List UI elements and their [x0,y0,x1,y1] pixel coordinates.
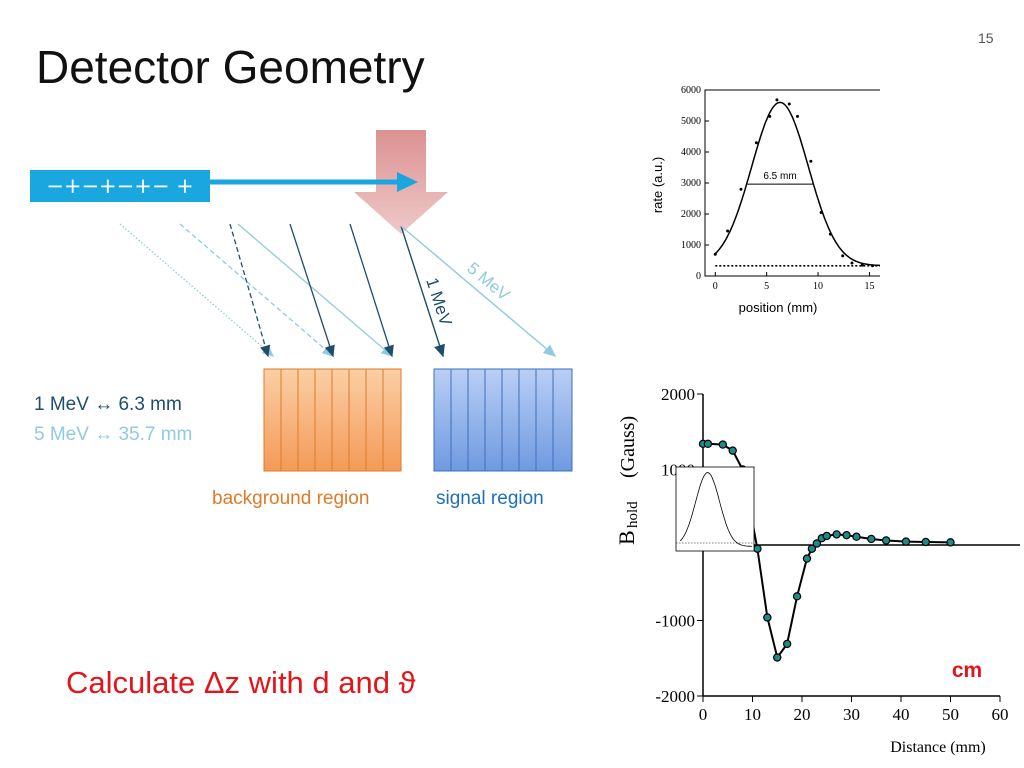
detector-diagram: 1 MeV 5 MeV [119,130,573,472]
chart2-xlabel: Distance (mm) [890,739,986,756]
data-point [782,639,792,649]
y-tick-label: 4000 [681,147,701,158]
track-label-5mev: 5 MeV [463,259,513,306]
data-point [775,98,779,102]
track-dashed-1 [179,223,334,357]
track-label-1mev: 1 MeV [422,275,455,328]
track-5mev-signal [400,225,557,357]
chart2-ylabel-sub: hold [625,501,641,528]
chart2-ylabel-main: B [614,530,639,545]
data-point [753,544,762,553]
track-dashed-2 [229,223,271,358]
data-point [703,439,713,449]
x-tick-label: 60 [992,705,1009,724]
track-dotted-1 [119,223,274,357]
data-point [822,531,831,541]
data-point [739,187,743,191]
legend-5mev: 5 MeV ↔ 35.7 mm [34,424,193,445]
data-point [832,530,841,539]
data-point [802,554,812,563]
data-point [754,141,758,145]
y-tick-label: 5000 [681,116,701,127]
background-region-label: background region [212,488,370,509]
data-point [871,264,875,268]
x-tick-label: 0 [699,705,708,724]
track-1mev-signal [400,225,445,358]
track-1mev-b [349,223,394,358]
background-region [263,368,402,472]
signal-region [433,368,573,472]
data-point [901,537,911,546]
data-point [828,232,832,236]
data-point [796,114,799,118]
legend-1mev: 1 MeV ↔ 6.3 mm [34,394,182,415]
data-point [842,530,851,540]
beam-charge-label: −+−+−+− + [30,170,210,202]
slide-title: Detector Geometry [36,41,425,93]
data-point [807,544,817,553]
gaussian-fit-curve [714,101,880,267]
fwhm-label: 6.5 mm [763,171,796,182]
x-tick-label: 20 [794,705,811,724]
y-tick-label: 3000 [681,178,701,189]
data-point [768,114,772,118]
y-tick-label: -1000 [655,612,695,631]
inset-rate-thumbnail [675,466,755,552]
data-point [792,592,802,601]
data-point [718,440,728,449]
x-tick-label: 15 [864,281,874,292]
x-tick-label: 10 [813,281,823,292]
track-1mev-a [289,223,335,358]
beam-arrowhead [397,172,418,192]
data-point [787,102,791,106]
x-tick-label: 50 [942,705,959,724]
data-point [763,613,772,622]
x-tick-label: 5 [764,281,769,292]
y-tick-label: 2000 [681,209,701,220]
y-tick-label: 2000 [661,385,695,404]
chart1-xlabel: position (mm) [739,300,818,315]
data-point [881,536,891,545]
y-tick-label: 1000 [681,240,701,251]
y-tick-label: 0 [696,271,701,282]
data-point [841,254,845,258]
chart2-annotation: cm [952,659,982,682]
calculation-note: Calculate Δz with d and ϑ [66,665,416,700]
x-tick-label: 30 [843,705,860,724]
signal-region-label: signal region [436,488,544,509]
data-point [773,653,782,662]
data-point [946,538,955,547]
x-tick-label: 10 [744,705,761,724]
data-point [812,539,822,548]
data-point [726,229,730,233]
data-point [809,159,813,163]
data-point [921,537,930,547]
chart2-ylabel-unit: (Gauss) [617,416,639,478]
data-point [819,210,823,214]
rate-profile-chart: 0 5 10 15 0 1000 2000 3000 4000 5000 6000 6.5 mm p… [650,85,880,315]
page-number: 15 [978,30,994,46]
data-point [728,446,737,455]
track-5mev-a [237,223,393,357]
data-point [713,252,717,256]
data-point [860,263,864,267]
x-tick-label: 0 [713,281,718,292]
y-tick-label: -2000 [655,687,695,706]
bhold-field-chart: 0102030405060200010000-1000-2000 B hold … [614,385,1020,756]
data-point [850,261,854,265]
data-point [867,534,876,544]
chart1-ylabel: rate (a.u.) [650,157,665,213]
y-tick-label: 6000 [681,85,701,96]
data-point [852,532,861,541]
x-tick-label: 40 [893,705,910,724]
